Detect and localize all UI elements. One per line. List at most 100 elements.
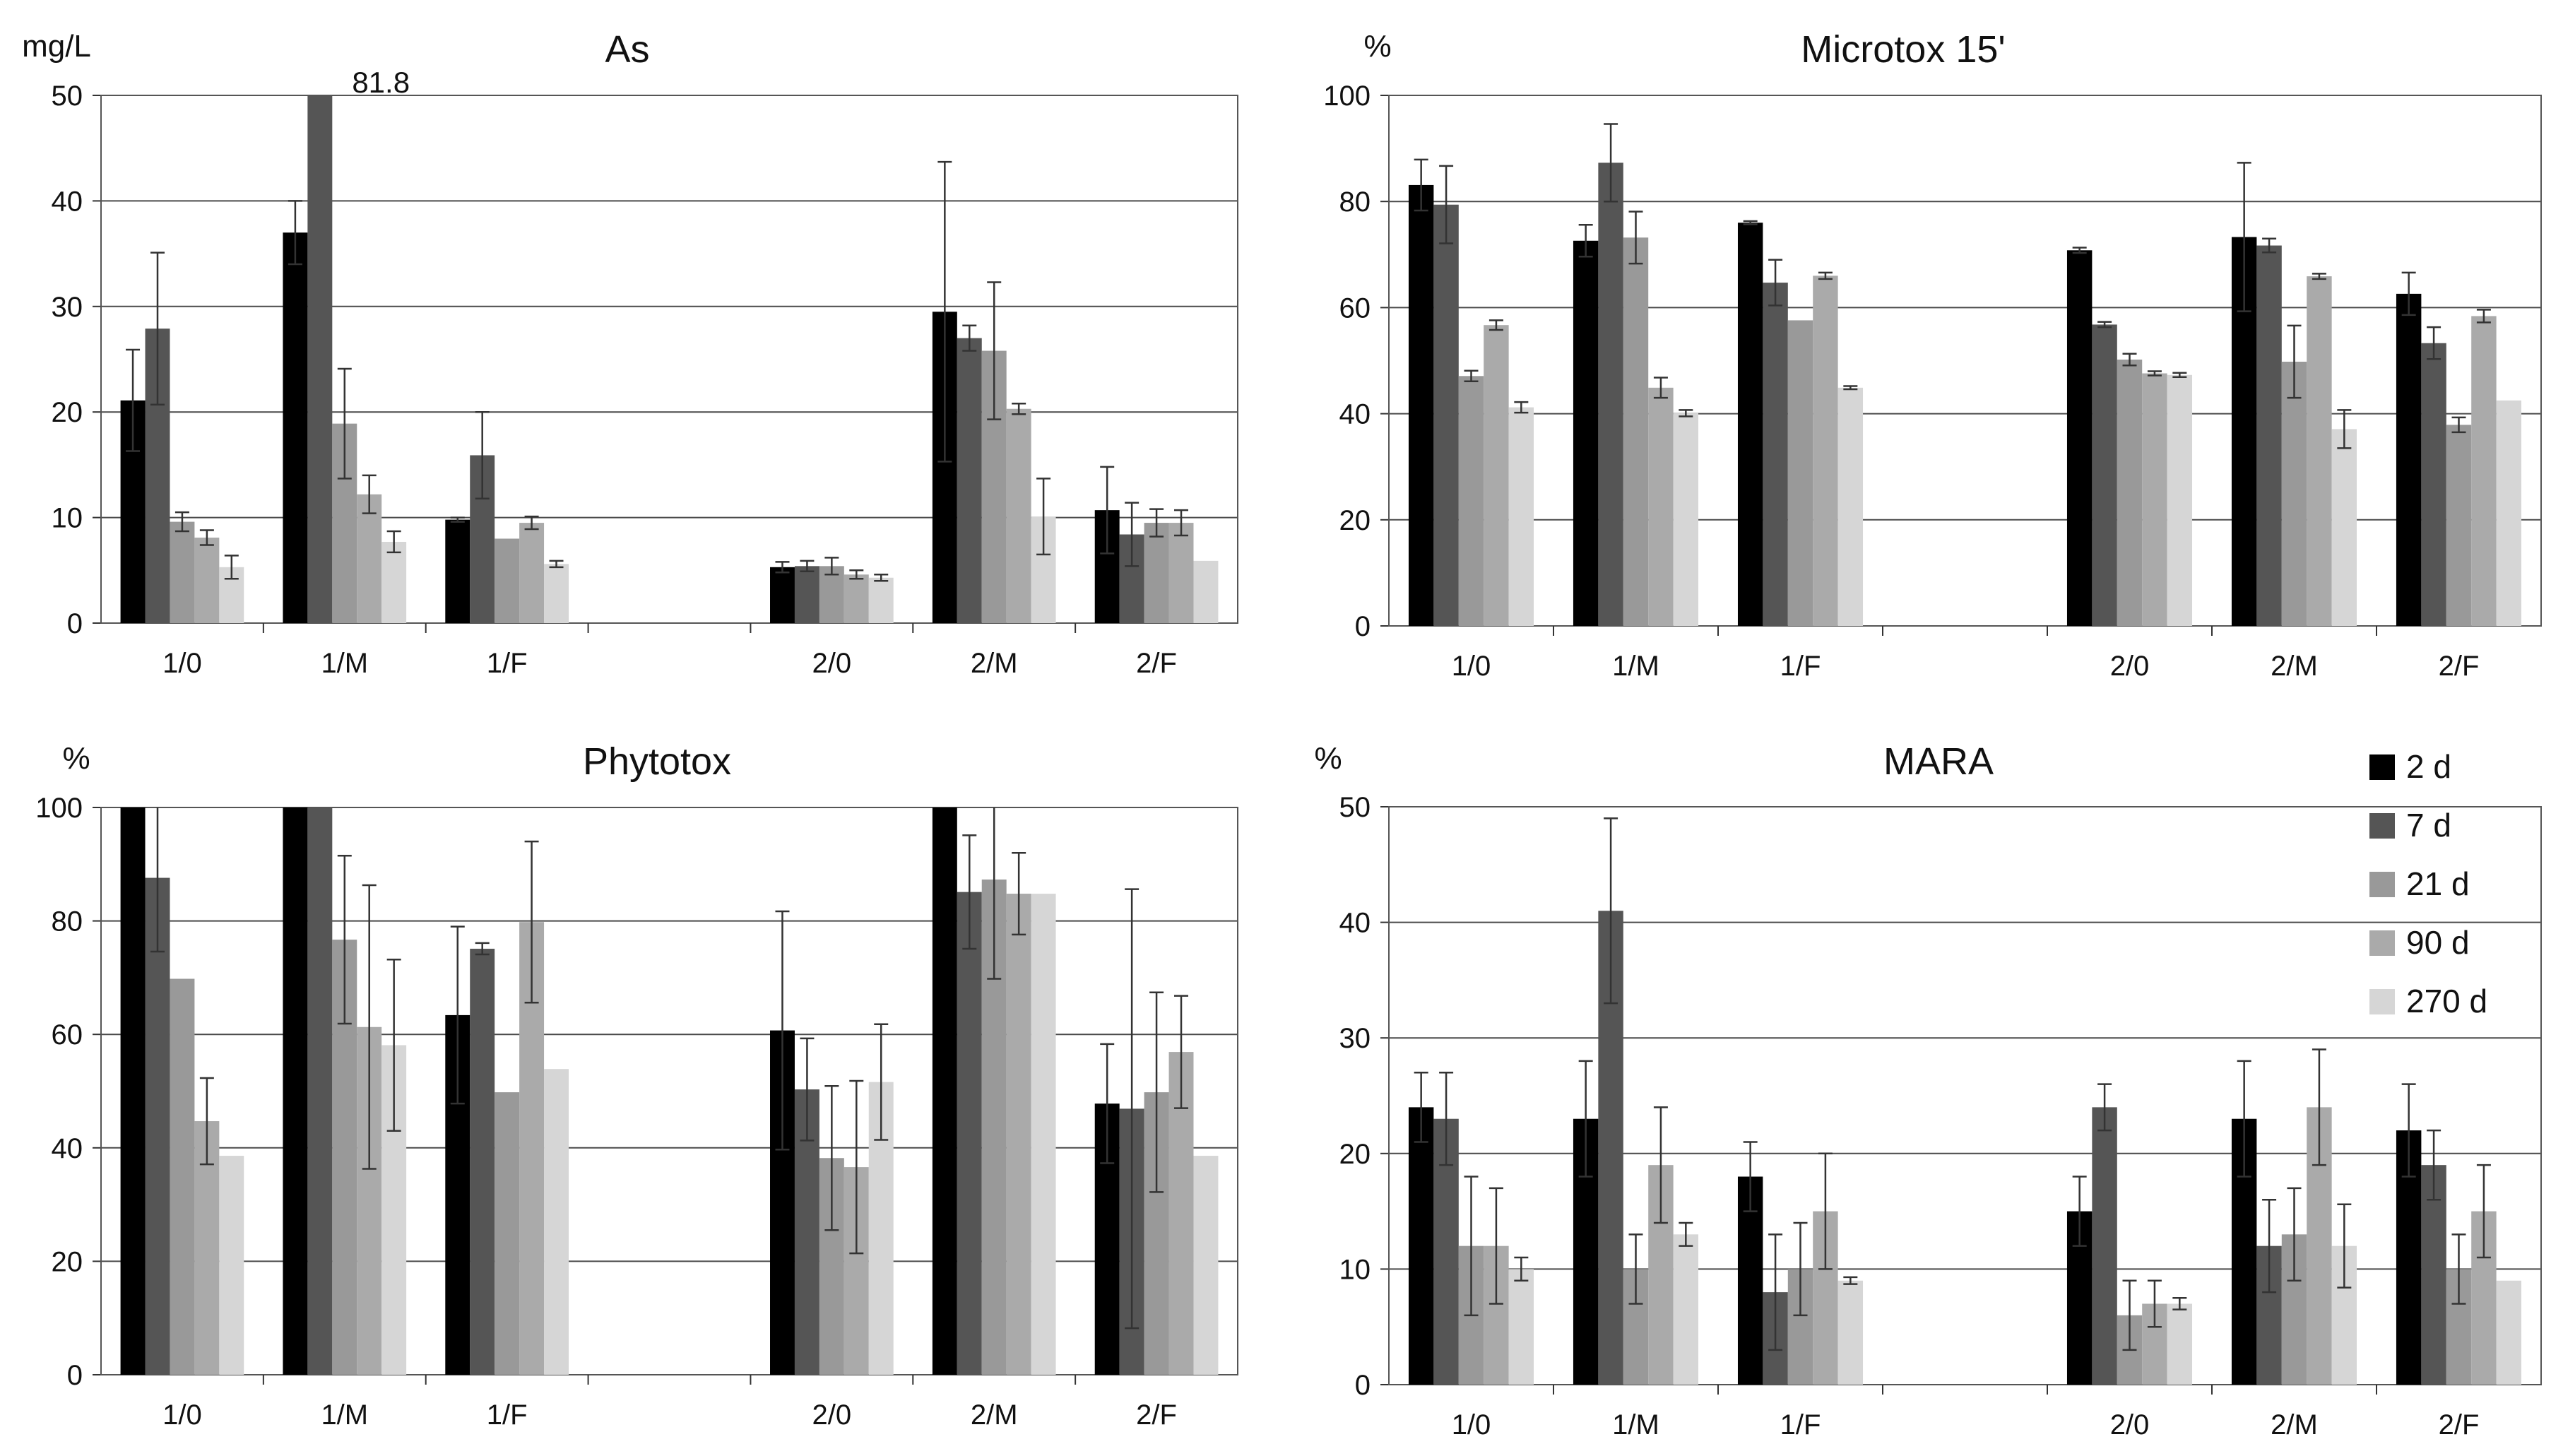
x-tick-label: 2/M xyxy=(971,648,1018,679)
y-tick-label: 10 xyxy=(1339,1254,1371,1285)
chart-panel-2: 0 20 40 60 80 100 1/0 1/M 1/F 2/0 2/M 2/F Microtox 1… xyxy=(1323,28,2542,682)
bar-90d-2F xyxy=(1168,523,1194,623)
y-tick-label: 80 xyxy=(1339,187,1371,218)
legend-label: 90 d xyxy=(2406,924,2470,961)
error-bar xyxy=(450,925,465,1105)
error-bar xyxy=(2427,1129,2441,1201)
error-bar xyxy=(2172,372,2187,379)
bar-21d-20 xyxy=(2117,359,2143,626)
x-tick-label: 2/M xyxy=(2271,651,2318,682)
error-bar xyxy=(1653,1106,1668,1224)
error-bar xyxy=(1514,401,1529,414)
bar-7d-1F xyxy=(470,948,495,1375)
error-bar xyxy=(1174,995,1189,1109)
error-bar xyxy=(1843,385,1858,391)
error-bar xyxy=(1604,817,1618,1005)
error-bar xyxy=(1743,1141,1758,1212)
bar-270d-1F xyxy=(544,1069,569,1375)
error-bar xyxy=(2237,162,2251,312)
chart-panel-1: 0 10 20 30 40 50 1/0 1/M 1/F 2/0 2/M 2/F As mg/L 81.8 xyxy=(22,28,1238,679)
error-bar xyxy=(362,474,377,514)
error-bar xyxy=(874,574,889,582)
legend-swatch xyxy=(2369,872,2395,897)
error-bar xyxy=(1149,991,1164,1193)
x-tick-label: 1/0 xyxy=(162,1399,202,1431)
error-bar xyxy=(1488,319,1503,331)
plot-frame xyxy=(1388,95,2542,627)
y-tick-label: 20 xyxy=(1339,1139,1371,1170)
value-annotation: 81.8 xyxy=(352,66,410,99)
error-bar xyxy=(775,910,790,1151)
y-tick-label: 30 xyxy=(1339,1023,1371,1054)
error-bar xyxy=(1843,1276,1858,1285)
error-bar xyxy=(2122,1279,2137,1351)
plot-frame xyxy=(100,807,1238,1375)
plot-frame xyxy=(1388,806,2542,1385)
y-tick-label: 20 xyxy=(52,397,83,428)
error-bar xyxy=(2097,1083,2112,1132)
bar-7d-20 xyxy=(794,566,819,623)
bar-90d-1M xyxy=(1648,387,1674,626)
bar-7d-2M xyxy=(957,338,982,623)
error-bar xyxy=(199,529,214,546)
bar-2d-1M xyxy=(283,807,308,1375)
y-tick-label: 0 xyxy=(1355,611,1371,642)
bar-270d-1M xyxy=(1673,413,1699,626)
error-bar xyxy=(1414,1072,1428,1143)
x-tick-label: 2/0 xyxy=(2110,1409,2150,1440)
x-tick-label: 1/0 xyxy=(162,648,202,679)
x-tick-label: 2/M xyxy=(2271,1409,2318,1440)
bar-270d-10 xyxy=(1508,407,1534,626)
bar-270d-1M xyxy=(1673,1234,1699,1385)
x-tick-label: 2/F xyxy=(2439,1409,2480,1440)
error-bar xyxy=(1149,508,1164,538)
error-bar xyxy=(2262,1198,2277,1294)
error-bar xyxy=(2287,1187,2302,1282)
bar-270d-10 xyxy=(219,1156,244,1375)
error-bar xyxy=(2427,326,2441,360)
bar-21d-10 xyxy=(170,978,195,1375)
plot-frame xyxy=(100,95,1238,624)
x-tick-label: 2/F xyxy=(1136,648,1177,679)
y-tick-label: 0 xyxy=(1355,1370,1371,1401)
y-tick-label: 0 xyxy=(67,608,83,639)
error-bar xyxy=(524,840,539,1004)
error-bar xyxy=(1628,1233,1643,1305)
x-tick-label: 1/F xyxy=(487,648,528,679)
bar-2d-20 xyxy=(2066,250,2093,626)
x-tick-label: 1/0 xyxy=(1452,651,1491,682)
bar-270d-2M xyxy=(2331,429,2357,626)
y-axis-unit: mg/L xyxy=(22,29,91,64)
error-bar xyxy=(2312,273,2326,280)
bar-90d-1M xyxy=(357,494,382,623)
error-bar xyxy=(1174,509,1189,537)
legend-label: 2 d xyxy=(2406,748,2451,785)
bar-21d-2M xyxy=(2281,362,2307,626)
y-tick-label: 40 xyxy=(52,186,83,217)
chart-title: Microtox 15' xyxy=(1801,28,2005,71)
error-bar xyxy=(849,569,864,580)
legend-swatch xyxy=(2369,930,2395,956)
error-bar xyxy=(824,557,839,576)
error-bar xyxy=(150,251,165,406)
bar-270d-2F xyxy=(2496,400,2522,626)
error-bar xyxy=(1578,1060,1593,1178)
error-bar xyxy=(1768,259,1783,307)
bar-21d-1F xyxy=(495,538,520,623)
bar-2d-2F xyxy=(2396,293,2422,626)
x-tick-label: 1/F xyxy=(487,1399,528,1431)
error-bar xyxy=(1125,502,1140,567)
y-tick-label: 30 xyxy=(52,292,83,323)
bar-7d-2F xyxy=(2421,343,2446,626)
y-tick-label: 40 xyxy=(1339,908,1371,939)
error-bar xyxy=(549,560,564,569)
error-bar xyxy=(386,958,401,1132)
bar-270d-20 xyxy=(2167,1303,2193,1385)
bar-90d-2M xyxy=(2307,276,2332,626)
bar-270d-20 xyxy=(2167,374,2193,626)
y-tick-label: 80 xyxy=(52,906,83,937)
y-axis-unit: % xyxy=(1314,741,1342,776)
error-bar xyxy=(2401,271,2416,316)
chart-title: Phytotox xyxy=(583,740,731,783)
legend-label: 270 d xyxy=(2406,983,2487,1019)
